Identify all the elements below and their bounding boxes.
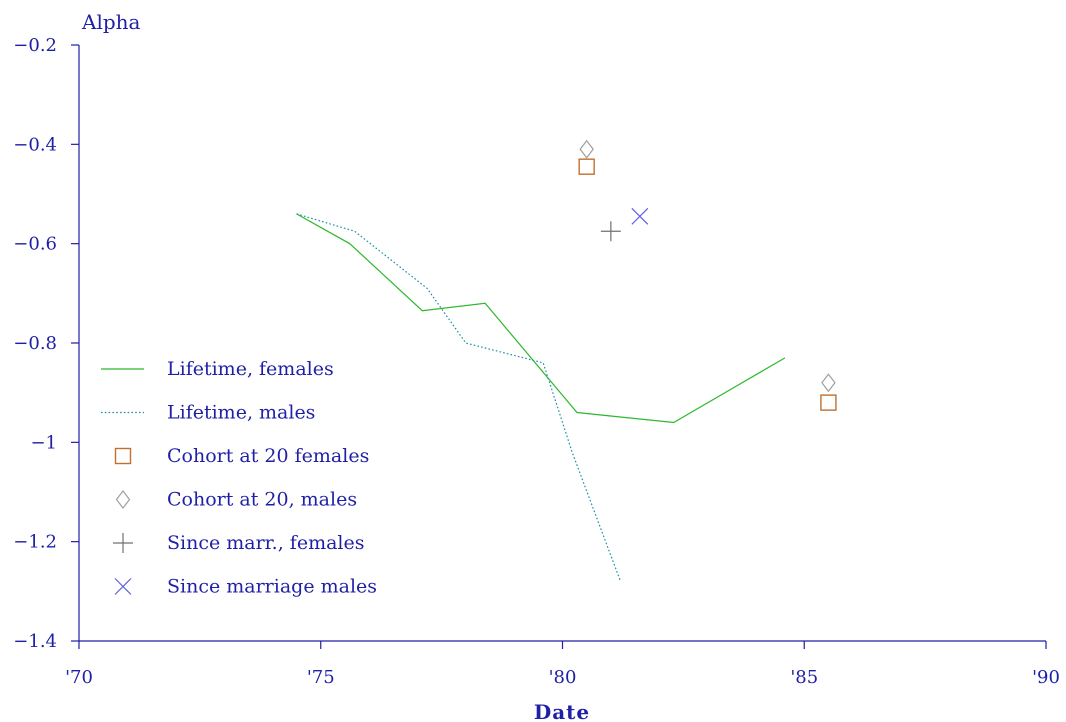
- x-axis-title: Date: [534, 700, 590, 722]
- y-tick-label: −0.4: [13, 134, 57, 155]
- x-tick-label: '70: [65, 667, 93, 688]
- legend-label: Since marr., females: [167, 532, 365, 554]
- x-tick-label: '80: [549, 667, 577, 688]
- legend-swatch: [114, 578, 132, 595]
- x-tick-label: '90: [1032, 667, 1060, 688]
- y-tick-label: −1: [30, 432, 57, 453]
- legend-swatch: [115, 490, 131, 509]
- legend-label: Cohort at 20, males: [167, 489, 357, 511]
- legend-item-lifetime-females: Lifetime, females: [101, 358, 334, 380]
- y-axis-title: Alpha: [81, 10, 141, 34]
- legend-label: Since marriage males: [167, 576, 377, 598]
- y-tick-label: −0.2: [13, 35, 57, 56]
- legend-item-cohort-at-20-females: Cohort at 20 females: [114, 445, 369, 467]
- x-tick-label: '85: [790, 667, 818, 688]
- legend-item-since-marriage-males: Since marriage males: [114, 576, 377, 598]
- series-line-lifetime-males: [296, 213, 622, 582]
- plot-area: [296, 139, 837, 582]
- data-point-cohort-at-20-males: [821, 373, 836, 393]
- legend-swatch: [113, 533, 133, 553]
- legend-swatch: [114, 447, 132, 465]
- legend: Lifetime, females Lifetime, males Cohort a…: [101, 358, 377, 598]
- legend-item-cohort-at-20-males: Cohort at 20, males: [115, 489, 357, 511]
- y-tick-label: −0.8: [13, 333, 57, 354]
- data-point-since-marr-females: [600, 221, 621, 242]
- data-point-cohort-at-20-females: [578, 158, 595, 175]
- legend-label: Lifetime, females: [167, 358, 334, 380]
- x-tick-label: '75: [307, 667, 335, 688]
- x-ticks: '70 '75 '80 '85 '90: [65, 641, 1060, 688]
- data-point-since-marriage-males: [631, 207, 649, 225]
- y-ticks: −0.2 −0.4 −0.6 −0.8 −1 −1.2 −1.4: [13, 35, 79, 652]
- series-line-lifetime-females: [296, 213, 786, 424]
- data-point-cohort-at-20-males: [579, 139, 594, 159]
- y-tick-label: −1.2: [13, 532, 57, 553]
- legend-item-lifetime-males: Lifetime, males: [101, 402, 315, 424]
- y-tick-label: −1.4: [13, 631, 57, 652]
- legend-label: Lifetime, males: [167, 402, 315, 424]
- data-point-cohort-at-20-females: [820, 394, 837, 411]
- legend-label: Cohort at 20 females: [167, 445, 369, 467]
- y-tick-label: −0.6: [13, 234, 57, 255]
- legend-item-since-marr-females: Since marr., females: [113, 532, 365, 554]
